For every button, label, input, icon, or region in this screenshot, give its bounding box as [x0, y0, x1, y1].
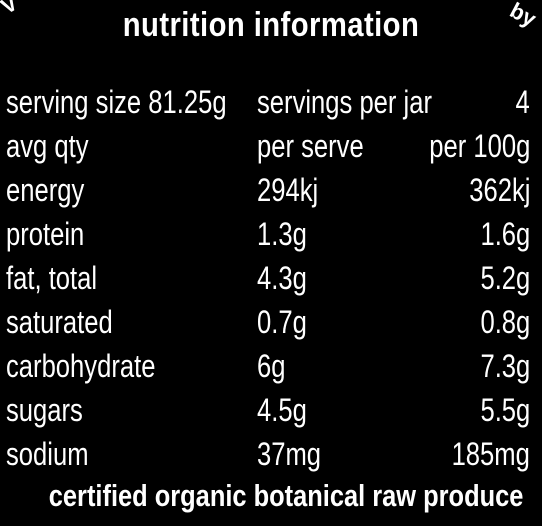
- row-label: fat, total: [6, 260, 98, 296]
- row-label: carbohydrate: [6, 348, 156, 384]
- row-label: energy: [6, 172, 85, 208]
- row-label: saturated: [6, 304, 113, 340]
- row-per-serve: 37mg: [257, 436, 322, 472]
- table-row-header: avg qty per serve per 100g: [0, 124, 542, 168]
- row-per-serve: 4.3g: [257, 260, 307, 296]
- certification-footer: certified organic botanical raw produce: [48, 478, 524, 513]
- row-per-100g: 5.5g: [480, 392, 530, 428]
- nutrition-table: serving size 81.25g servings per jar 4 a…: [0, 80, 542, 476]
- row-label: protein: [6, 216, 85, 252]
- row-per-serve: 294kj: [257, 172, 319, 208]
- row-per-100g: 362kj: [468, 172, 530, 208]
- row-per-100g: 1.6g: [480, 216, 530, 252]
- table-row-carbohydrate: carbohydrate 6g 7.3g: [0, 344, 542, 388]
- row-per-serve: 1.3g: [257, 216, 307, 252]
- table-row-sodium: sodium 37mg 185mg: [0, 432, 542, 476]
- row-per-serve: servings per jar: [257, 84, 432, 120]
- row-per-serve: 0.7g: [257, 304, 307, 340]
- row-label: sugars: [6, 392, 83, 428]
- row-per-100g: 185mg: [451, 436, 530, 472]
- corner-text-left: V: [0, 0, 22, 20]
- table-row-fat-total: fat, total 4.3g 5.2g: [0, 256, 542, 300]
- row-label: avg qty: [6, 128, 89, 164]
- table-row-protein: protein 1.3g 1.6g: [0, 212, 542, 256]
- row-per-100g: 5.2g: [480, 260, 530, 296]
- nutrition-title: nutrition information: [122, 6, 420, 44]
- table-row-energy: energy 294kj 362kj: [0, 168, 542, 212]
- table-row-sugars: sugars 4.5g 5.5g: [0, 388, 542, 432]
- row-per-100g: per 100g: [428, 128, 530, 164]
- row-label: serving size 81.25g: [6, 84, 227, 120]
- corner-text-right: by: [506, 0, 541, 32]
- row-per-100g: 0.8g: [480, 304, 530, 340]
- table-row-saturated: saturated 0.7g 0.8g: [0, 300, 542, 344]
- row-per-100g: 4: [515, 84, 530, 120]
- row-per-serve: 4.5g: [257, 392, 307, 428]
- row-per-100g: 7.3g: [480, 348, 530, 384]
- row-per-serve: 6g: [257, 348, 286, 384]
- row-per-serve: per serve: [257, 128, 364, 164]
- row-label: sodium: [6, 436, 89, 472]
- table-row-serving: serving size 81.25g servings per jar 4: [0, 80, 542, 124]
